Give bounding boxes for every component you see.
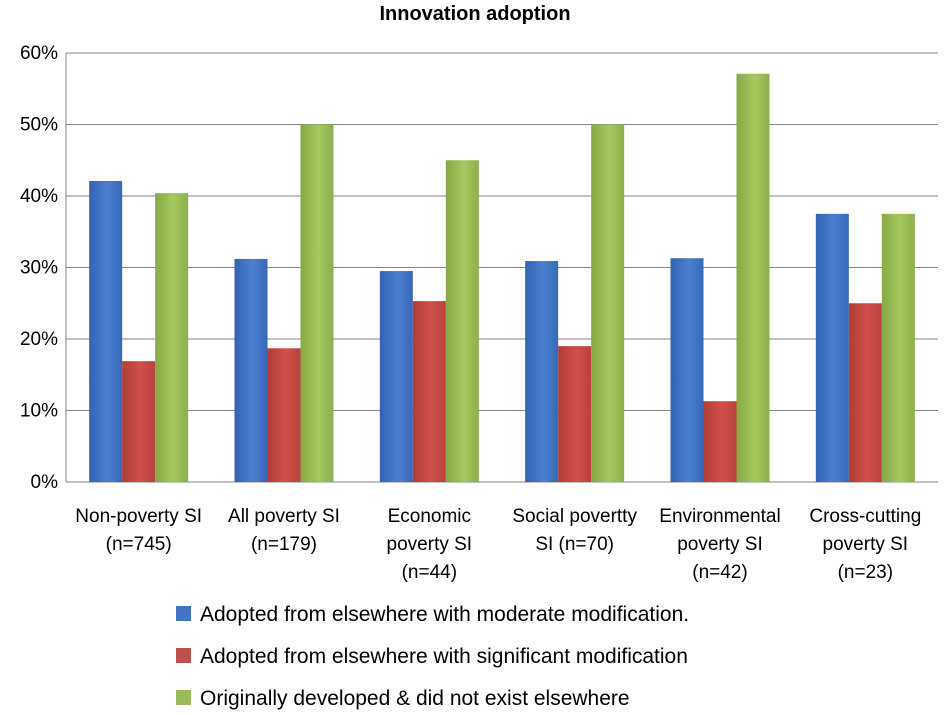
legend-label: Adopted from elsewhere with moderate mod… — [200, 603, 689, 626]
bar — [558, 346, 592, 482]
x-tick-label: Non-poverty SI — [75, 506, 202, 527]
bar — [234, 258, 268, 482]
legend-swatch — [176, 648, 191, 663]
y-tick-label: 30% — [20, 258, 58, 279]
bar — [736, 73, 770, 483]
x-tick-label: Social povertty — [512, 506, 637, 527]
x-tick-label: Environmental — [659, 506, 780, 527]
bar — [703, 401, 737, 482]
bar — [525, 261, 559, 482]
legend: Adopted from elsewhere with moderate mod… — [176, 603, 689, 710]
bar — [848, 303, 882, 482]
x-tick-label: (n=44) — [402, 562, 457, 583]
x-tick-label: poverty SI — [387, 534, 473, 555]
bars — [89, 73, 915, 483]
bar — [881, 213, 915, 482]
bar — [412, 301, 446, 482]
bar — [591, 124, 625, 482]
bar — [155, 193, 189, 482]
x-tick-label: (n=23) — [838, 562, 893, 583]
y-tick-label: 0% — [31, 472, 59, 493]
y-tick-label: 10% — [20, 401, 58, 422]
y-axis-ticks: 0% 10% 20% 30% 40% 50% 60% — [20, 43, 58, 493]
legend-swatch — [176, 690, 191, 705]
x-tick-label: All poverty SI — [228, 506, 340, 527]
x-tick-label: SI (n=70) — [535, 534, 614, 555]
legend-label: Adopted from elsewhere with significant … — [200, 645, 688, 668]
x-tick-label: (n=179) — [251, 534, 317, 555]
chart-title: Innovation adoption — [379, 3, 570, 25]
x-axis-ticks: Non-poverty SI (n=745) All poverty SI (n=17… — [75, 506, 921, 583]
bar — [670, 258, 704, 482]
x-tick-label: Economic — [388, 506, 471, 527]
x-tick-label: Cross-cutting — [809, 506, 921, 527]
y-tick-label: 50% — [20, 115, 58, 136]
bar — [267, 348, 301, 482]
bar — [379, 271, 413, 482]
y-tick-label: 60% — [20, 43, 58, 64]
x-tick-label: poverty SI — [677, 534, 763, 555]
y-tick-label: 20% — [20, 329, 58, 350]
legend-label: Originally developed & did not exist els… — [200, 687, 630, 710]
bar — [445, 160, 479, 482]
bar — [89, 180, 123, 483]
gridlines — [65, 52, 938, 483]
x-tick-label: poverty SI — [823, 534, 909, 555]
bar — [122, 361, 156, 482]
legend-swatch — [176, 606, 191, 621]
x-tick-label: (n=745) — [106, 534, 172, 555]
y-tick-label: 40% — [20, 186, 58, 207]
bar — [300, 124, 334, 482]
bar — [815, 213, 849, 482]
x-tick-label: (n=42) — [692, 562, 747, 583]
